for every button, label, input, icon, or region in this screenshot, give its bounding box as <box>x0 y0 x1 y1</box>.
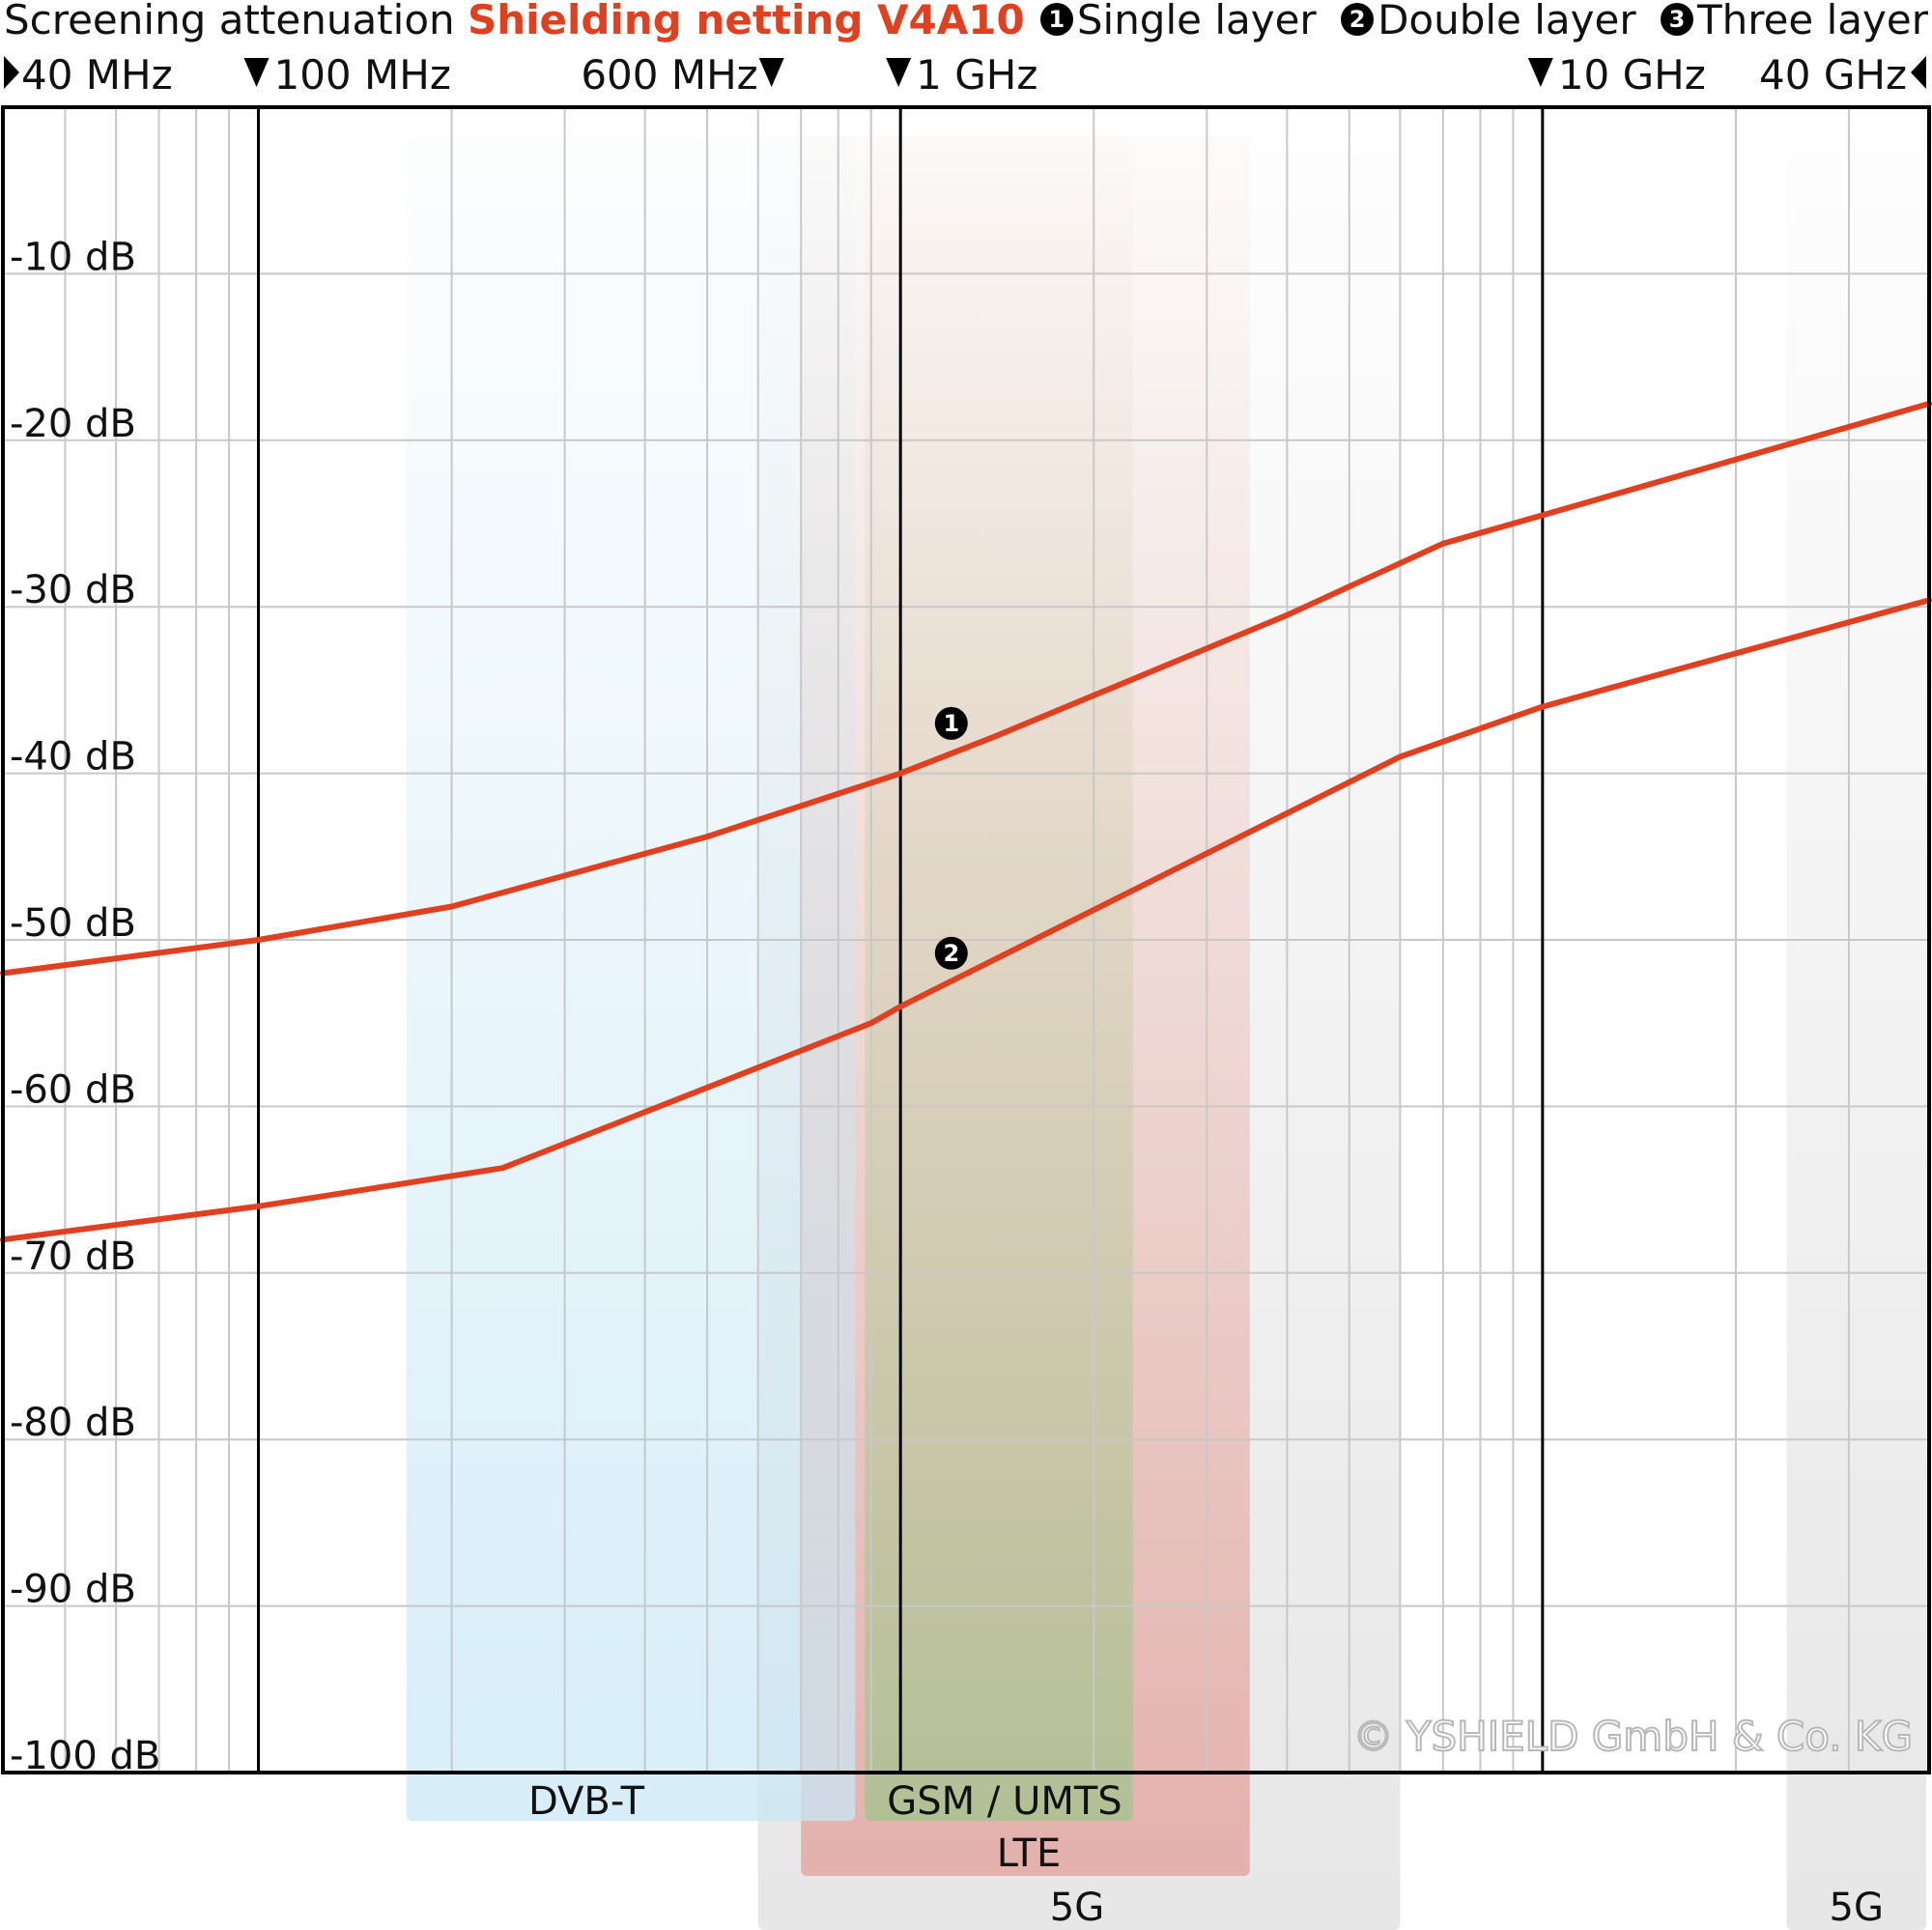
series-marker-1 <box>934 706 968 740</box>
legend-label-single: Single layer <box>1076 0 1317 43</box>
y-tick-label: -100 dB <box>10 1734 160 1778</box>
x-tick-label: 40 GHz <box>1759 51 1907 99</box>
legend-item-single: 1 Single layer <box>1039 0 1317 43</box>
band-label-lte: LTE <box>997 1831 1061 1876</box>
band-gsm-umts <box>865 136 1133 1821</box>
tick-marker-40-MHz <box>4 56 19 89</box>
axis-labels: DVB-T 5G LTE GSM / UMTS 5G -10 dB -20 dB -30 dB… <box>4 51 1926 1930</box>
band-dvb-t <box>406 136 856 1821</box>
x-tick-label: 10 GHz <box>1558 51 1706 99</box>
band-label-5g: 5G <box>1050 1886 1104 1930</box>
copyright-watermark: © YSHIELD GmbH & Co. KG <box>1353 1713 1914 1760</box>
y-tick-label: -20 dB <box>10 402 136 446</box>
x-tick-label: 100 MHz <box>273 51 450 99</box>
legend-label-double: Double layer <box>1378 0 1636 43</box>
band-label-gsm-umts: GSM / UMTS <box>887 1779 1122 1824</box>
series-marker-label-2: 2 <box>943 940 959 967</box>
series-line-single-layer <box>0 400 1932 977</box>
y-tick-label: -50 dB <box>10 901 136 946</box>
tick-marker-1-GHz <box>886 58 912 87</box>
y-tick-label: -10 dB <box>10 235 136 279</box>
legend-marker-2: 2 <box>1341 2 1375 36</box>
title-prefix: Screening attenuation <box>4 0 455 43</box>
tick-marker-100-MHz <box>243 58 270 87</box>
chart-title: Screening attenuation Shielding netting … <box>4 0 1025 43</box>
x-tick-label: 1 GHz <box>916 51 1037 99</box>
plot-border <box>1 105 1931 1774</box>
legend-item-three: 3 Three layer <box>1660 0 1928 43</box>
band-5g <box>1786 136 1926 1930</box>
title-product: Shielding netting V4A10 <box>468 0 1025 43</box>
x-tick-label: 40 MHz <box>21 51 173 99</box>
band-label-5g: 5G <box>1830 1886 1884 1930</box>
y-tick-label: -80 dB <box>10 1401 136 1445</box>
legend-item-double: 2 Double layer <box>1341 0 1636 43</box>
series-lines: 12 <box>0 400 1932 1243</box>
legend-marker-3: 3 <box>1660 2 1693 36</box>
legend: 1 Single layer 2 Double layer 3 Three layer <box>1029 0 1928 43</box>
legend-marker-1: 1 <box>1039 2 1073 36</box>
tick-marker-40-GHz <box>1911 56 1926 89</box>
series-marker-2 <box>934 936 968 970</box>
frequency-bands <box>406 136 1926 1930</box>
y-tick-label: -40 dB <box>10 735 136 780</box>
legend-label-three: Three layer <box>1696 0 1928 43</box>
y-tick-label: -60 dB <box>10 1067 136 1112</box>
y-tick-label: -90 dB <box>10 1568 136 1612</box>
series-marker-label-1: 1 <box>943 710 959 737</box>
tick-marker-600-MHz <box>758 58 784 87</box>
tick-marker-10-GHz <box>1527 58 1553 87</box>
y-tick-label: -70 dB <box>10 1235 136 1279</box>
y-tick-label: -30 dB <box>10 568 136 612</box>
x-tick-label: 600 MHz <box>581 51 757 99</box>
plot-frame <box>1 105 1931 1774</box>
band-label-dvb-t: DVB-T <box>528 1779 645 1824</box>
series-line-double-layer <box>0 597 1932 1243</box>
